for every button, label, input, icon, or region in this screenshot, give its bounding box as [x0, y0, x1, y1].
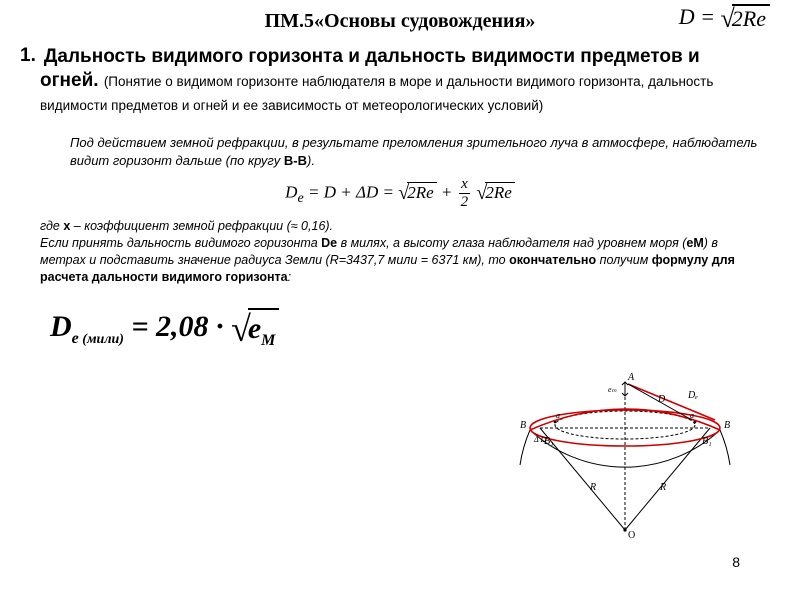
- eq2: =: [383, 183, 399, 202]
- lbl-R: R: [589, 482, 596, 493]
- p2-2i: :: [288, 270, 291, 284]
- formula-eq: =: [695, 4, 721, 29]
- fm-radbody: eM: [248, 308, 280, 350]
- paragraph-refraction: Под действием земной рефракции, в резуль…: [70, 134, 760, 169]
- lbl-De: Dₑ: [687, 390, 698, 401]
- rad1-body: 2Re: [407, 182, 436, 205]
- formula-De-main: De (мили) = 2,08 · √eM: [50, 308, 760, 350]
- p2-c: – коэффициент земной рефракции (≈ 0,16).: [70, 219, 333, 233]
- lbl-eM: eₘ: [608, 385, 617, 394]
- formula-De-expanded: De = D + ΔD = √2Re + x 2 √2Re: [40, 177, 760, 210]
- slide-page: { "title": "ПМ.5«Основы судовождения»", …: [0, 0, 800, 600]
- sub-e: e: [297, 190, 303, 206]
- lbl-A: A: [627, 372, 635, 383]
- lbl-Bl: B: [520, 420, 526, 431]
- fm-D: D: [50, 310, 72, 343]
- fm-rad-M: M: [261, 332, 275, 349]
- fm-eq: = 2,08 ·: [124, 310, 231, 343]
- title-row: ПМ.5«Основы судовождения» D = √2Re: [40, 10, 760, 33]
- frac-den: 2: [459, 193, 471, 210]
- heading-sub: (Понятие о видимом горизонте наблюдателя…: [40, 74, 713, 113]
- fm-sqrt: √eM: [231, 308, 279, 350]
- heading-block: 1. Дальность видимого горизонта и дально…: [40, 45, 760, 116]
- p2-2g: получим: [596, 253, 652, 267]
- para-bold: В-В: [284, 153, 307, 168]
- eq: =: [308, 183, 324, 202]
- radicand: 2Re: [732, 4, 770, 34]
- p2-eM: еМ: [686, 236, 703, 250]
- plus: +: [336, 183, 356, 202]
- p2-a: где: [40, 219, 63, 233]
- sqrt1: √2Re: [398, 182, 436, 205]
- paragraph-coefficient: где х – коэффициент земной рефракции (≈ …: [40, 218, 760, 286]
- heading-main: Дальность видимого горизонта и дальность…: [40, 46, 713, 115]
- p2-2c: в милях, а высоту глаза наблюдателя над …: [337, 236, 686, 250]
- lbl-R2: R: [659, 482, 666, 493]
- lbl-D: D: [657, 394, 666, 405]
- sym-dD: ΔD: [356, 183, 378, 202]
- para-text-end: ).: [307, 153, 315, 168]
- plus2: +: [441, 183, 457, 202]
- fm-miles: (мили): [79, 332, 124, 347]
- formula-lhs: D: [679, 4, 695, 29]
- fm-rad-e: e: [248, 312, 261, 345]
- p2-De: De: [321, 236, 337, 250]
- list-number: 1.: [20, 45, 36, 67]
- horizon-diagram: A B B B₁ B₁ D Dₑ Δ D R R O eₘ a a: [510, 370, 740, 540]
- sym-D: D: [285, 183, 297, 202]
- para-text: Под действием земной рефракции, в резуль…: [70, 135, 757, 168]
- lbl-a1: a: [556, 411, 560, 420]
- sym-D2: D: [324, 183, 336, 202]
- lbl-dD: Δ D: [533, 435, 547, 444]
- rad2-body: 2Re: [485, 182, 514, 205]
- page-number: 8: [732, 554, 740, 570]
- formula-D-sqrt-2Re: D = √2Re: [679, 4, 770, 34]
- frac-num: x: [459, 177, 470, 193]
- fraction-x-2: x 2: [459, 177, 471, 210]
- lbl-Br: B: [724, 420, 730, 431]
- sqrt2: √2Re: [476, 182, 514, 205]
- lbl-B1r: B₁: [702, 436, 712, 447]
- page-title: ПМ.5«Основы судовождения»: [40, 10, 760, 33]
- p2-2a: Если принять дальность видимого горизонт…: [40, 236, 321, 250]
- lbl-O: O: [628, 530, 635, 540]
- fm-e: e: [72, 330, 79, 347]
- p2-final1: окончательно: [509, 253, 596, 267]
- sqrt-icon: √2Re: [721, 4, 770, 34]
- lbl-a2: a: [690, 411, 694, 420]
